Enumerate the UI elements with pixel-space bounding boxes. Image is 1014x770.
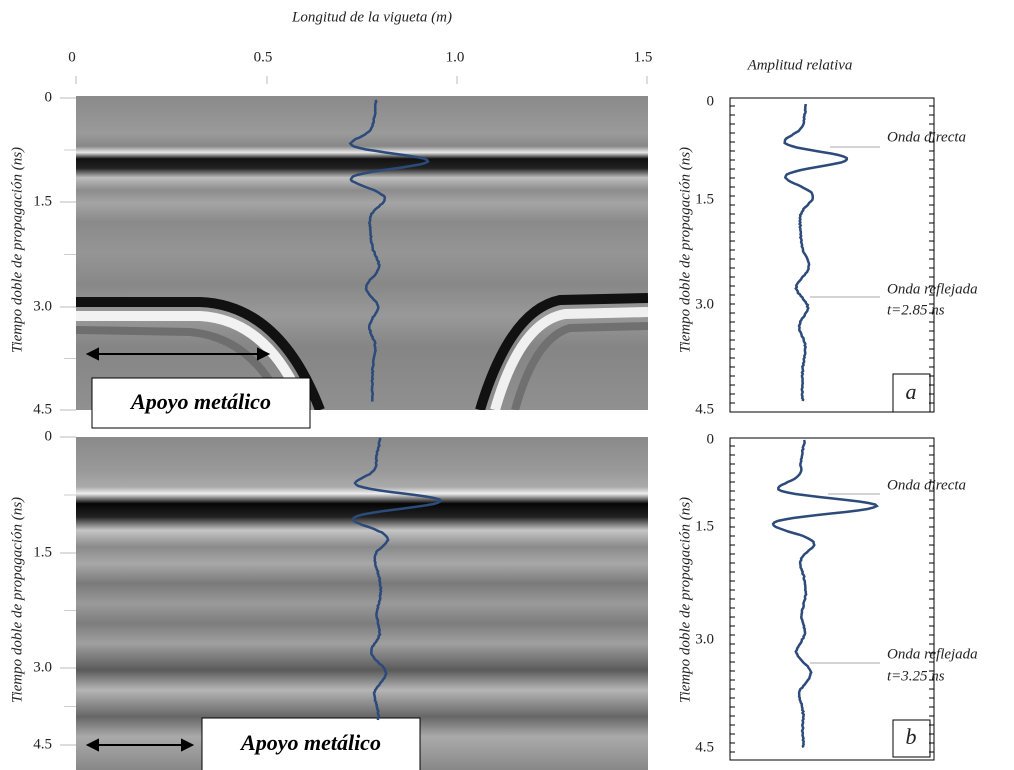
- trace: [785, 104, 847, 401]
- annotation-line: [810, 147, 880, 663]
- y-tick-label: 4.5: [33, 401, 52, 417]
- y-tick-label: 0: [45, 89, 53, 105]
- x-ticks: [76, 76, 647, 84]
- trace: [773, 440, 877, 748]
- x-tick-label: 0.5: [254, 49, 273, 65]
- y-axis-label: Tiempo doble de propagación (ns): [9, 497, 25, 703]
- y-tick-label: 0: [707, 431, 715, 447]
- panel-letter: b: [906, 724, 917, 749]
- amplitude-title: Amplitud relativa: [747, 57, 853, 73]
- y-tick-label: 0: [45, 428, 53, 444]
- y-axis-label: Tiempo doble de propagación (ns): [9, 147, 25, 353]
- y-tick-label: 1.5: [33, 193, 52, 209]
- support-label: Apoyo metálico: [239, 730, 381, 755]
- annotation: t=3.25 ns: [887, 668, 945, 684]
- annotation: t=2.85 ns: [887, 302, 945, 318]
- y-tick-label: 1.5: [695, 191, 714, 207]
- x-tick-label: 1.0: [446, 49, 465, 65]
- y-tick-label: 3.0: [695, 296, 714, 312]
- y-axis-label: Tiempo doble de propagación (ns): [677, 147, 693, 353]
- y-tick-label: 0: [707, 93, 715, 109]
- annotation: Onda directa: [887, 129, 966, 145]
- radargram: [76, 96, 648, 410]
- panel-letter: a: [906, 379, 917, 404]
- y-tick-label: 4.5: [33, 736, 52, 752]
- y-tick-label: 1.5: [33, 544, 52, 560]
- y-tick-label: 4.5: [695, 401, 714, 417]
- support-label: Apoyo metálico: [129, 389, 271, 414]
- y-tick-label: 4.5: [695, 739, 714, 755]
- annotation: Onda reflejada: [887, 646, 978, 662]
- y-tick-label: 3.0: [33, 659, 52, 675]
- y-axis-label: Tiempo doble de propagación (ns): [677, 497, 693, 703]
- x-tick-label: 0: [68, 49, 76, 65]
- x-tick-label: 1.5: [634, 49, 653, 65]
- y-tick-label: 3.0: [695, 631, 714, 647]
- x-axis-title: Longitud de la vigueta (m): [291, 9, 452, 25]
- y-tick-label: 1.5: [695, 518, 714, 534]
- y-tick-label: 3.0: [33, 298, 52, 314]
- annotation: Onda directa: [887, 477, 966, 493]
